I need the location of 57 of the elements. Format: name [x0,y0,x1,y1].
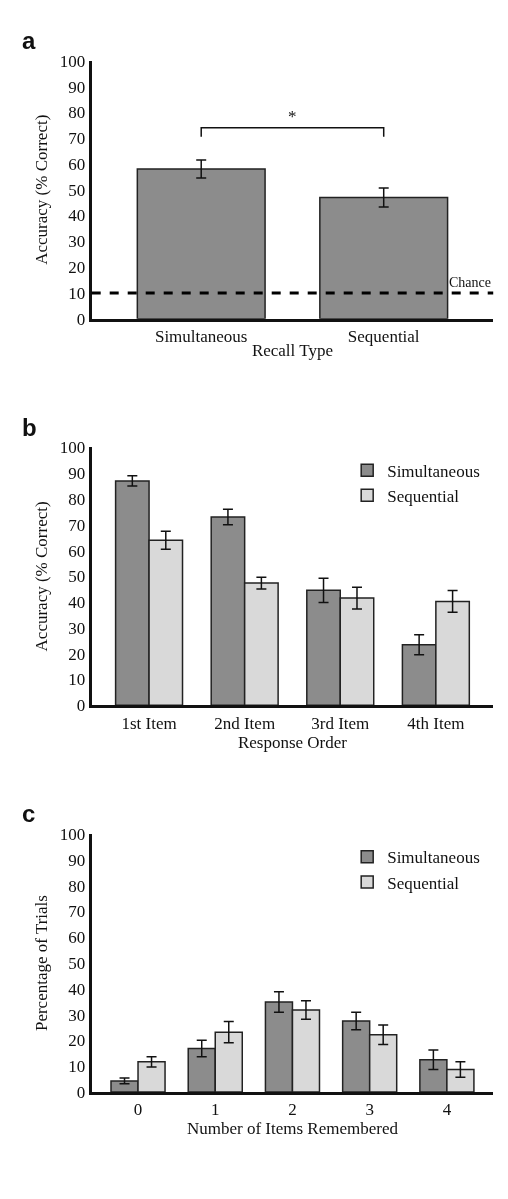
y-tick-label: 100 [59,51,86,71]
x-tick-label: 4 [442,1100,452,1120]
y-tick-label: 80 [68,489,86,509]
y-tick-label: 10 [68,1057,86,1077]
y-tick-label: 20 [68,644,86,664]
x-tick-label: 4th Item [407,713,465,733]
ref-line-label: Chance [449,275,491,290]
y-tick-label: 70 [68,515,86,535]
y-tick-label: 20 [68,258,86,278]
x-tick-label: 3 [365,1100,374,1120]
y-tick-label: 40 [68,593,86,613]
x-axis-title: Number of Items Remembered [186,1119,399,1139]
y-tick-label: 30 [68,1005,86,1025]
legend-label: Sequential [387,486,460,506]
y-axis-title: Percentage of Trials [32,895,52,1032]
y-tick-label: 0 [76,309,86,329]
x-tick-label: 3rd Item [311,713,370,733]
y-tick-label: 0 [76,1082,86,1102]
y-tick-label: 40 [68,206,86,226]
x-tick-label: 2nd Item [214,713,276,733]
y-tick-label: 60 [68,928,86,948]
y-axis-title: Accuracy (% Correct) [32,114,52,265]
y-tick-label: 30 [68,618,86,638]
y-tick-label: 70 [68,902,86,922]
annotation: * [288,107,297,126]
y-tick-label: 40 [68,979,86,999]
y-tick-label: 30 [68,232,86,252]
y-tick-label: 90 [68,464,86,484]
chart-title: a [22,27,36,54]
y-tick-label: 100 [59,825,86,845]
y-tick-label: 10 [68,670,86,690]
y-tick-label: 90 [68,850,86,870]
chart-title: c [22,800,36,827]
y-tick-label: 50 [68,953,86,973]
y-tick-label: 80 [68,876,86,896]
y-tick-label: 70 [68,129,86,149]
y-axis-title: Accuracy (% Correct) [32,501,52,652]
y-tick-label: 60 [68,154,86,174]
y-tick-label: 10 [68,283,86,303]
x-tick-label: 1st Item [121,713,177,733]
legend-label: Simultaneous [387,848,480,868]
x-axis-title: Recall Type [251,341,334,361]
y-tick-label: 20 [68,1031,86,1051]
legend-label: Sequential [387,873,460,893]
legend-label: Simultaneous [387,461,480,481]
x-tick-label: 2 [288,1100,297,1120]
y-tick-label: 0 [76,696,86,716]
x-tick-label: 0 [133,1100,143,1120]
y-tick-label: 90 [68,77,86,97]
y-tick-label: 60 [68,541,86,561]
y-tick-label: 80 [68,103,86,123]
x-tick-label: 1 [210,1100,220,1120]
y-tick-label: 50 [68,567,86,587]
y-tick-label: 100 [59,438,86,458]
x-axis-title: Response Order [237,732,348,752]
chart-title: b [22,414,37,441]
y-tick-label: 50 [68,180,86,200]
